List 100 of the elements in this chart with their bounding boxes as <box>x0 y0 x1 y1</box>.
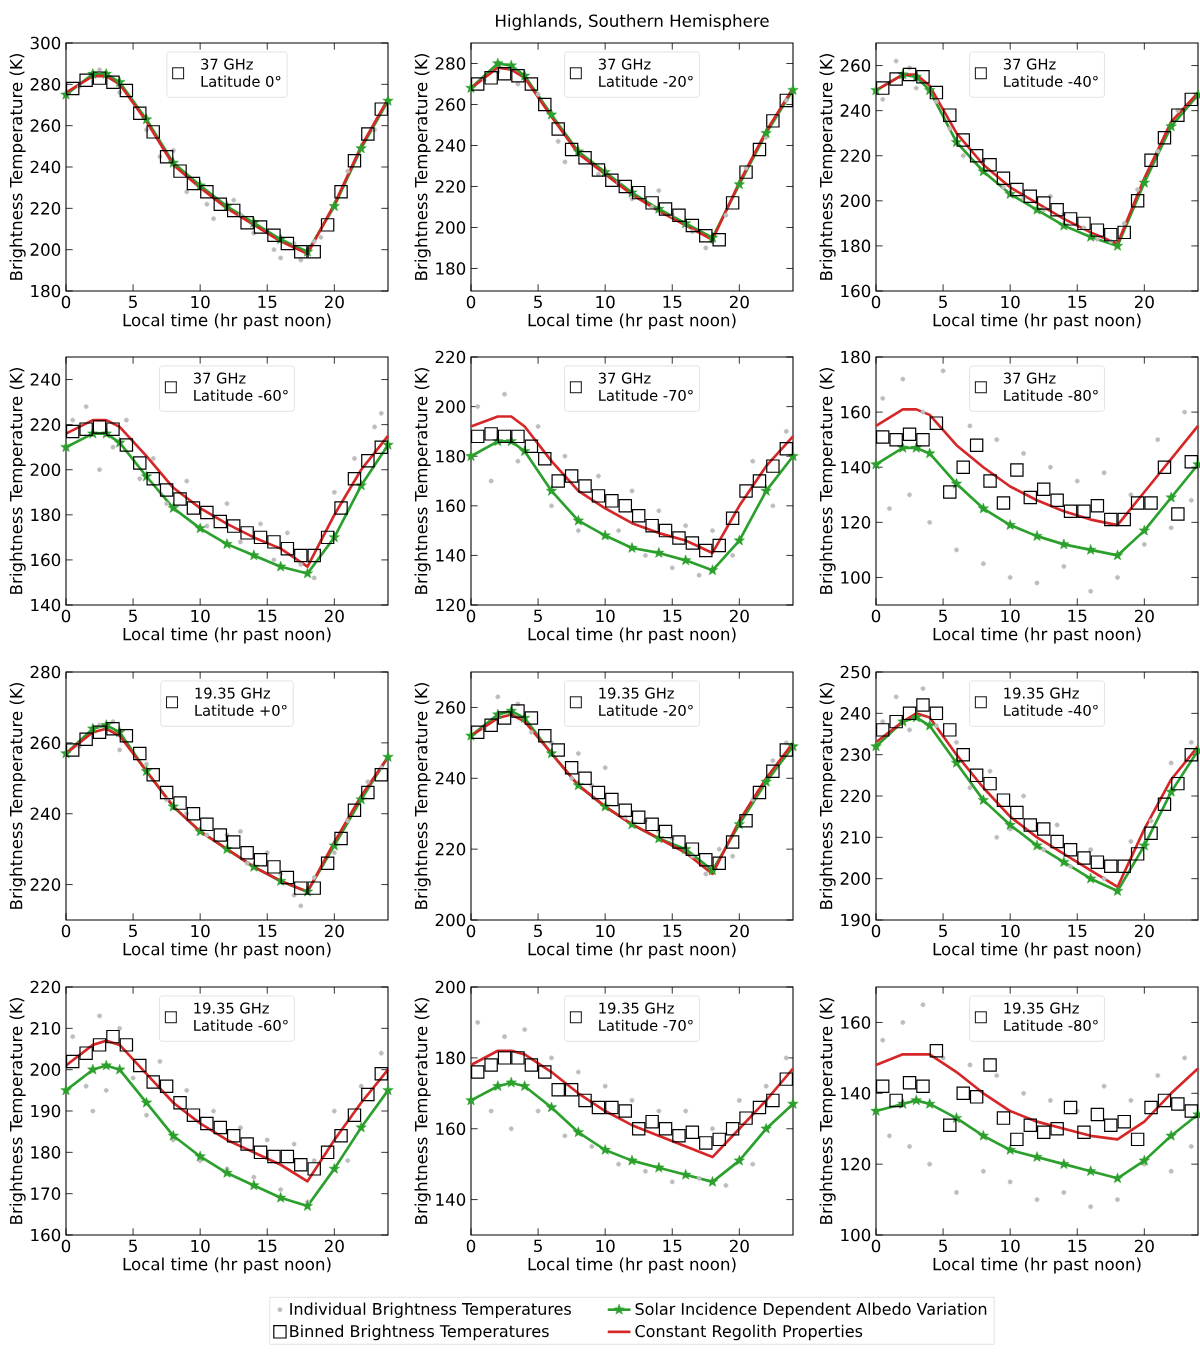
y-tick-label: 160 <box>841 284 871 298</box>
x-tick-label: 0 <box>466 295 476 309</box>
x-tick-label: 15 <box>258 295 277 309</box>
y-tick-label: 170 <box>31 1187 61 1200</box>
annotation: Latitude -20° <box>599 75 693 87</box>
y-tick-label: 140 <box>436 549 466 562</box>
y-tick-label: 140 <box>31 598 61 612</box>
x-tick-label: 10 <box>191 295 210 309</box>
y-tick-label: 240 <box>840 104 871 117</box>
x-tick-label: 10 <box>596 609 615 623</box>
x-tick-label: 15 <box>663 609 682 623</box>
y-tick-label: 280 <box>30 78 61 91</box>
y-tick-label: 180 <box>436 1051 466 1065</box>
y-tick-label: 190 <box>31 1104 61 1118</box>
x-tick-label: 0 <box>871 924 881 938</box>
x-axis-title: Local time (hr past noon) <box>933 942 1141 959</box>
y-tick-label: 180 <box>841 239 871 253</box>
x-tick-label: 20 <box>324 609 344 623</box>
y-tick-label: 140 <box>436 1193 466 1206</box>
x-tick-label: 5 <box>534 1239 542 1253</box>
y-tick-label: 240 <box>30 373 61 386</box>
y-tick-label: 300 <box>30 36 61 50</box>
legend-label: Individual Brightness Temperatures <box>290 1302 571 1319</box>
y-tick-label: 160 <box>841 1016 871 1029</box>
chart-title: Highlands, Southern Hemisphere <box>496 14 769 31</box>
x-tick-label: 5 <box>939 609 947 623</box>
y-axis-title: Brightness Temperature (K) <box>9 998 26 1224</box>
y-tick-label: 200 <box>435 400 466 413</box>
annotation: Latitude -60° <box>194 389 288 401</box>
x-tick-label: 20 <box>324 924 344 938</box>
y-tick-label: 260 <box>30 736 61 750</box>
y-axis-title: Brightness Temperature (K) <box>414 998 431 1224</box>
x-tick-label: 20 <box>1134 1239 1154 1253</box>
x-tick-label: 5 <box>129 609 137 623</box>
annotation: 37 GHz <box>193 372 246 384</box>
y-tick-label: 220 <box>30 202 61 215</box>
x-tick-label: 15 <box>663 295 682 309</box>
x-tick-label: 15 <box>1068 609 1087 623</box>
y-tick-label: 260 <box>30 119 61 132</box>
y-axis-title: Brightness Temperature (K) <box>819 683 836 909</box>
y-tick-label: 160 <box>436 499 466 513</box>
x-tick-label: 10 <box>1001 1239 1020 1253</box>
x-axis-title: Local time (hr past noon) <box>123 313 331 330</box>
y-tick-label: 200 <box>435 980 466 994</box>
x-tick-label: 0 <box>61 1239 71 1253</box>
y-tick-label: 100 <box>841 1228 871 1242</box>
y-tick-label: 280 <box>30 665 61 679</box>
y-tick-label: 240 <box>30 160 61 174</box>
y-axis-title: Brightness Temperature (K) <box>819 998 836 1224</box>
legend-label: Solar Incidence Dependent Albedo Variation <box>635 1302 987 1319</box>
x-tick-label: 10 <box>1001 924 1020 938</box>
x-tick-label: 10 <box>596 1239 615 1253</box>
x-tick-label: 15 <box>258 924 277 938</box>
annotation: Latitude -20° <box>599 704 693 716</box>
annotation: Latitude +0° <box>195 704 287 716</box>
y-tick-label: 160 <box>31 553 61 567</box>
x-axis-title: Local time (hr past noon) <box>528 627 736 644</box>
y-tick-label: 190 <box>841 913 871 927</box>
y-tick-label: 210 <box>30 1022 61 1035</box>
x-axis-title: Local time (hr past noon) <box>933 313 1141 330</box>
x-tick-label: 10 <box>596 924 615 938</box>
annotation: Latitude -40° <box>1004 704 1098 716</box>
x-tick-label: 15 <box>1068 924 1087 938</box>
x-tick-label: 5 <box>129 924 137 938</box>
x-axis-title: Local time (hr past noon) <box>123 942 331 959</box>
y-tick-label: 260 <box>840 59 871 72</box>
y-tick-label: 160 <box>841 405 871 419</box>
y-tick-label: 180 <box>436 449 466 463</box>
x-axis-title: Local time (hr past noon) <box>933 1257 1141 1274</box>
y-axis-title: Brightness Temperature (K) <box>819 54 836 280</box>
y-tick-label: 220 <box>840 789 871 803</box>
y-tick-label: 140 <box>841 460 871 474</box>
y-tick-label: 180 <box>31 508 61 522</box>
x-tick-label: 0 <box>871 1239 881 1253</box>
x-tick-label: 5 <box>534 295 542 309</box>
x-tick-label: 15 <box>258 1239 277 1253</box>
x-tick-label: 10 <box>1001 295 1020 309</box>
x-tick-label: 15 <box>258 609 277 623</box>
x-tick-label: 5 <box>534 609 542 623</box>
x-tick-label: 15 <box>1068 295 1087 309</box>
y-tick-label: 220 <box>30 980 61 994</box>
x-tick-label: 15 <box>1068 1239 1087 1253</box>
y-tick-label: 200 <box>30 463 61 477</box>
x-tick-label: 0 <box>466 1239 476 1253</box>
x-tick-label: 5 <box>129 1239 137 1253</box>
y-axis-title: Brightness Temperature (K) <box>9 368 26 594</box>
x-tick-label: 0 <box>871 295 881 309</box>
x-tick-label: 5 <box>939 295 947 309</box>
x-tick-label: 20 <box>729 295 749 309</box>
x-tick-label: 20 <box>729 609 749 623</box>
annotation: 19.35 GHz <box>1004 687 1079 699</box>
x-axis-title: Local time (hr past noon) <box>933 627 1141 644</box>
x-tick-label: 5 <box>939 1239 947 1253</box>
y-tick-label: 220 <box>435 180 466 193</box>
x-tick-label: 15 <box>663 1239 682 1253</box>
y-tick-label: 230 <box>840 748 871 761</box>
annotation: Latitude -70° <box>599 1019 693 1031</box>
x-tick-label: 0 <box>61 295 71 309</box>
y-tick-label: 280 <box>435 57 466 70</box>
x-axis-title: Local time (hr past noon) <box>123 627 331 644</box>
